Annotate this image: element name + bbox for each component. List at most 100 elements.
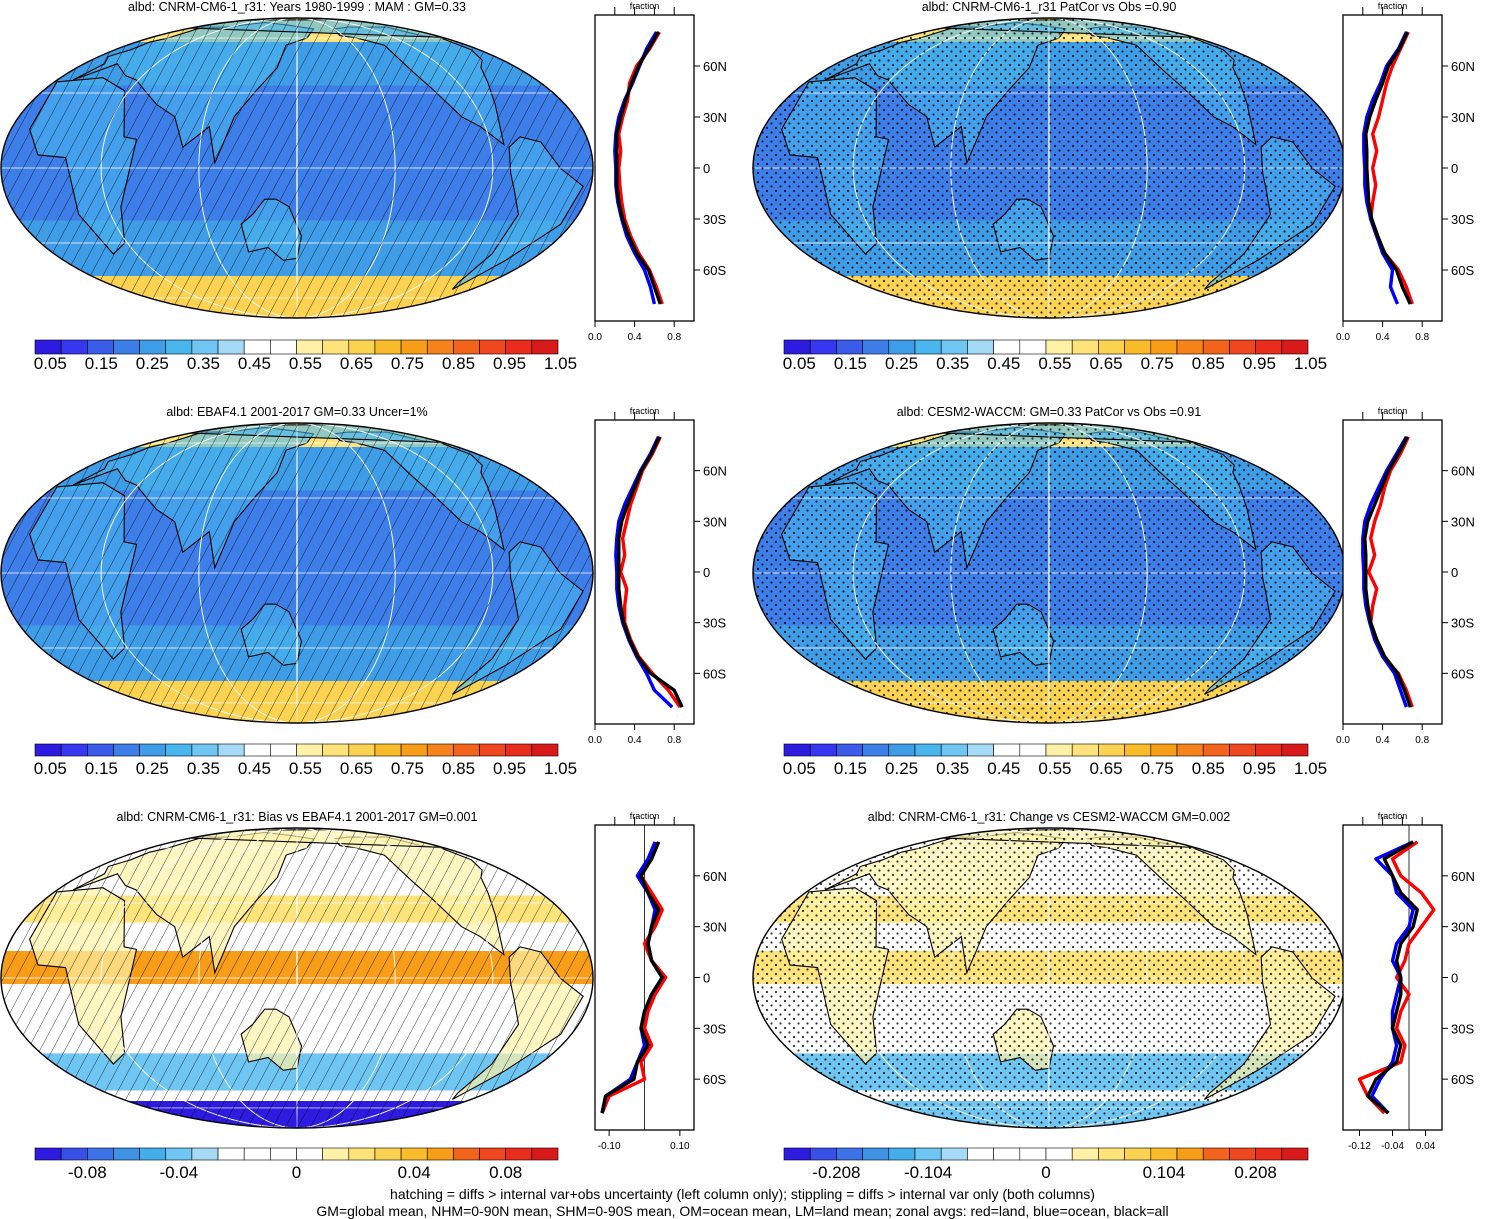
- colorbar-box: [113, 339, 140, 355]
- colorbar-box: [940, 743, 968, 757]
- colorbar-tick-label: 0.55: [1038, 759, 1071, 778]
- zonal-lat-label: 60S: [1451, 1072, 1474, 1087]
- colorbar-box: [217, 339, 245, 355]
- colorbar-box: [1150, 339, 1178, 355]
- colorbar-box: [1281, 339, 1309, 355]
- zonal-series-line: [600, 841, 668, 1114]
- zonal-lat-label: 60S: [1451, 666, 1474, 681]
- colorbar-box: [1229, 743, 1256, 757]
- colorbar-box: [322, 743, 350, 757]
- panel-title-5: albd: CNRM-CM6-1_r31: Bias vs EBAF4.1 20…: [117, 810, 478, 824]
- zonal-x-tick-label: 0.8: [667, 332, 681, 343]
- zonal-frame: [594, 419, 695, 725]
- colorbar-box: [1045, 1147, 1073, 1161]
- colorbar-tick-label: 0.65: [1090, 354, 1123, 373]
- colorbar-box: [1281, 1147, 1309, 1161]
- colorbar-box: [165, 1147, 193, 1161]
- colorbar-box: [165, 339, 193, 355]
- zonal-lat-label: 0: [1451, 161, 1458, 176]
- colorbar-box: [1071, 1147, 1099, 1161]
- colorbar-tick-label: 0.55: [289, 759, 322, 778]
- zonal-x-tick-label: 0.0: [588, 735, 602, 746]
- colorbar-box: [191, 1147, 219, 1161]
- colorbar-box: [243, 339, 271, 355]
- colorbar-box: [322, 1147, 350, 1161]
- zonal-x-tick-label: -0.04: [1381, 1141, 1404, 1152]
- map-outline: [0, 422, 594, 724]
- zonal-lat-label: 0: [703, 971, 710, 986]
- colorbar-box: [1124, 339, 1152, 355]
- colorbar-tick-label: 0.08: [489, 1163, 522, 1182]
- colorbar-box: [1281, 743, 1309, 757]
- colorbar-tick-label: 0.95: [1243, 354, 1276, 373]
- colorbar-box: [113, 743, 140, 757]
- colorbar-box: [87, 1147, 114, 1161]
- zonal-x-tick-label: 0.04: [1416, 1141, 1436, 1152]
- colorbar-tick-label: 0.25: [136, 759, 169, 778]
- hatching-overlay: [1, 828, 593, 1128]
- zonal-x-tick-label: 0.8: [1415, 735, 1429, 746]
- colorbar-box: [34, 339, 62, 355]
- panel-title-3: albd: EBAF4.1 2001-2017 GM=0.33 Uncer=1%: [166, 405, 427, 419]
- map-5: [0, 827, 594, 1129]
- zonal-lat-label: 60S: [703, 1072, 726, 1087]
- colorbar-box: [783, 1147, 811, 1161]
- colorbar-tick-label: 1.05: [1294, 354, 1327, 373]
- zonal-xlabel: fraction: [1378, 406, 1408, 416]
- colorbar-box: [243, 743, 271, 757]
- colorbar-tick-label: 0.75: [1141, 759, 1174, 778]
- colorbar-tick-label: 0.05: [783, 759, 816, 778]
- colorbar-tick-label: 1.05: [544, 759, 577, 778]
- colorbar-box: [993, 1147, 1021, 1161]
- colorbar-box: [296, 1147, 323, 1161]
- map-outline: [0, 827, 594, 1129]
- colorbar-tick-label: 0.55: [289, 354, 322, 373]
- colorbar-box: [967, 1147, 994, 1161]
- colorbar-tick-label: 0: [292, 1163, 301, 1182]
- stippling-overlay: [753, 18, 1345, 318]
- zonal-x-tick-label: -0.10: [598, 1141, 621, 1152]
- colorbar-box: [940, 339, 968, 355]
- zonal-mean-plot-4: fraction 0.0 0.4 0.8 60N 30N 0 30S 60S: [1336, 406, 1475, 746]
- zonal-mean-plot-1: fraction 0.0 0.4 0.8 60N 30N 0 30S 60S: [588, 1, 727, 343]
- zonal-mean-plot-3: fraction 0.0 0.4 0.8 60N 30N 0 30S 60S: [588, 406, 727, 746]
- colorbar-box: [270, 743, 297, 757]
- zonal-x-tick-label: 0.0: [1336, 735, 1350, 746]
- colorbar-box: [426, 743, 454, 757]
- zonal-xlabel: fraction: [630, 1, 660, 11]
- colorbar-box: [1150, 743, 1178, 757]
- colorbar-tick-label: 0.55: [1038, 354, 1071, 373]
- colorbar-box: [348, 743, 376, 757]
- colorbar-box: [139, 339, 167, 355]
- colorbar-box: [34, 743, 62, 757]
- zonal-x-tick-label: 0.8: [667, 735, 681, 746]
- colorbar-box: [1098, 1147, 1125, 1161]
- hatching-overlay: [1, 18, 593, 318]
- colorbar-tick-label: 0.05: [783, 354, 816, 373]
- zonal-xlabel: fraction: [630, 406, 660, 416]
- colorbar-box: [505, 743, 533, 757]
- colorbar-box: [191, 743, 219, 757]
- colorbar-box: [453, 743, 480, 757]
- colorbar-tick-label: 0.45: [238, 354, 271, 373]
- colorbar-tick-label: -0.04: [159, 1163, 198, 1182]
- colorbar-box: [453, 1147, 480, 1161]
- zonal-x-tick-label: 0.0: [588, 332, 602, 343]
- zonal-x-tick-label: 0.0: [1336, 332, 1350, 343]
- colorbar-box: [888, 339, 916, 355]
- colorbar-tick-label: 0.65: [340, 354, 373, 373]
- colorbar-tick-label: 1.05: [1294, 759, 1327, 778]
- colorbar-box: [87, 339, 114, 355]
- colorbar-box: [1255, 1147, 1283, 1161]
- zonal-lat-label: 30N: [1451, 920, 1475, 935]
- colorbar-tick-label: -0.104: [904, 1163, 952, 1182]
- zonal-lat-label: 0: [703, 565, 710, 580]
- map-6: [752, 827, 1346, 1129]
- zonal-lat-label: 30S: [703, 1021, 726, 1036]
- zonal-lat-label: 60S: [703, 666, 726, 681]
- zonal-lat-label: 60N: [1451, 464, 1475, 479]
- map-outline: [0, 17, 594, 319]
- zonal-lat-label: 30N: [1451, 110, 1475, 125]
- colorbar-box: [34, 1147, 62, 1161]
